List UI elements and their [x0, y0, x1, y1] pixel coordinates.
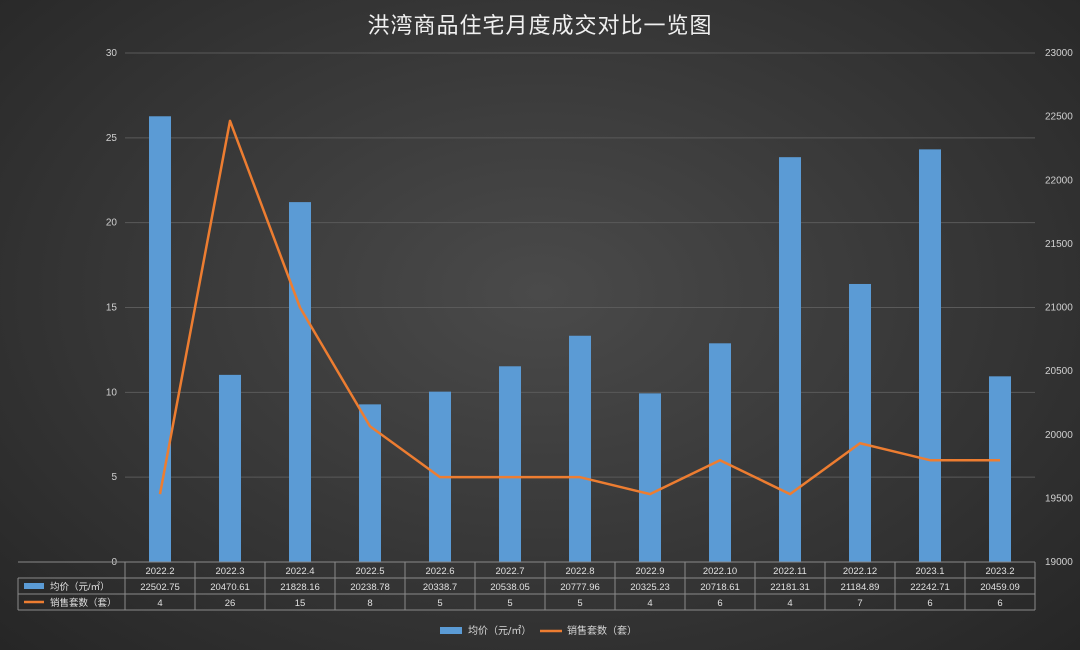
category-label: 2022.7	[495, 566, 524, 577]
legend-key-bar	[24, 583, 44, 589]
bar	[919, 149, 941, 562]
category-label: 2023.2	[985, 566, 1014, 577]
bar	[989, 376, 1011, 562]
category-label: 2022.8	[565, 566, 594, 577]
y-right-tick-label: 19000	[1045, 557, 1073, 568]
category-label: 2023.1	[915, 566, 944, 577]
category-label: 2022.4	[285, 566, 314, 577]
category-label: 2022.12	[843, 566, 877, 577]
price-value-label: 22242.71	[910, 582, 950, 593]
bar	[779, 157, 801, 563]
y-right-tick-label: 20000	[1045, 430, 1073, 441]
units-value-label: 6	[997, 598, 1002, 609]
y-right-tick-label: 22500	[1045, 112, 1073, 123]
units-value-label: 5	[437, 598, 442, 609]
y-right-tick-label: 22000	[1045, 175, 1073, 186]
price-value-label: 21828.16	[280, 582, 320, 593]
line-series	[158, 119, 1000, 496]
units-value-label: 7	[857, 598, 862, 609]
price-value-label: 20338.7	[423, 582, 457, 593]
price-value-label: 20777.96	[560, 582, 600, 593]
units-value-label: 4	[157, 598, 162, 609]
category-label: 2022.9	[635, 566, 664, 577]
category-label: 2022.6	[425, 566, 454, 577]
table-row-header: 均价（元/㎡）	[50, 581, 110, 593]
units-value-label: 26	[225, 598, 236, 609]
bar	[639, 393, 661, 562]
units-value-label: 5	[507, 598, 512, 609]
y-right-tick-label: 19500	[1045, 493, 1073, 504]
bar	[569, 335, 591, 562]
bar	[289, 202, 311, 562]
units-value-label: 4	[647, 598, 652, 609]
y-left-tick-label: 30	[106, 48, 118, 59]
price-value-label: 20470.61	[210, 582, 250, 593]
price-value-label: 20718.61	[700, 582, 740, 593]
bar	[149, 116, 171, 563]
bar	[499, 366, 521, 562]
category-label: 2022.3	[215, 566, 244, 577]
y-left-tick-label: 5	[111, 472, 117, 483]
units-value-label: 4	[787, 598, 792, 609]
bar	[849, 283, 871, 562]
category-label: 2022.10	[703, 566, 737, 577]
price-value-label: 20238.78	[350, 582, 390, 593]
units-value-label: 6	[717, 598, 722, 609]
units-value-label: 5	[577, 598, 582, 609]
table-row-header: 销售套数（套）	[50, 597, 117, 609]
y-left-tick-label: 15	[106, 303, 118, 314]
legend-key-bar	[440, 627, 462, 634]
bar	[359, 404, 381, 562]
units-value-label: 15	[295, 598, 306, 609]
legend-label: 均价（元/㎡）	[468, 625, 531, 637]
category-label: 2022.5	[355, 566, 384, 577]
units-value-label: 6	[927, 598, 932, 609]
y-left-tick-label: 20	[106, 218, 118, 229]
y-left-tick-label: 25	[106, 133, 118, 144]
price-value-label: 22502.75	[140, 582, 180, 593]
category-label: 2022.2	[145, 566, 174, 577]
legend-label: 销售套数（套）	[567, 624, 637, 637]
category-label: 2022.11	[773, 566, 807, 577]
y-right-tick-label: 21500	[1045, 239, 1073, 250]
price-value-label: 20538.05	[490, 582, 530, 593]
price-value-label: 21184.89	[841, 582, 880, 593]
y-left-tick-label: 10	[106, 387, 118, 398]
y-right-tick-label: 23000	[1045, 48, 1073, 59]
bar	[219, 374, 241, 562]
y-right-tick-label: 21000	[1045, 303, 1073, 314]
y-right-tick-label: 20500	[1045, 366, 1073, 377]
units-value-label: 8	[367, 598, 372, 609]
price-value-label: 20459.09	[980, 582, 1020, 593]
bar	[709, 343, 731, 562]
price-value-label: 22181.31	[770, 582, 810, 593]
chart-title: 洪湾商品住宅月度成交对比一览图	[367, 14, 713, 39]
price-value-label: 20325.23	[630, 582, 670, 593]
